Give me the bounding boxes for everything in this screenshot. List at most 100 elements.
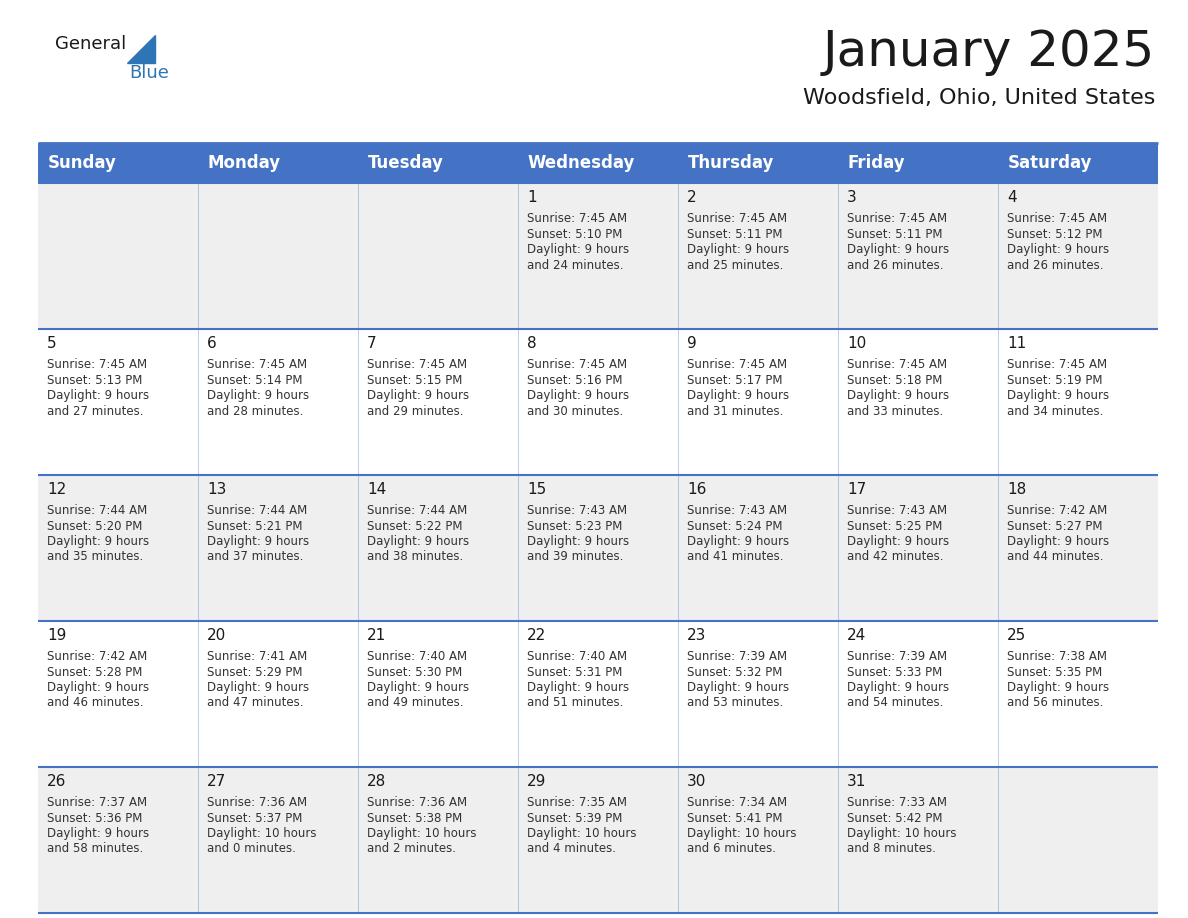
Text: and 58 minutes.: and 58 minutes. bbox=[48, 843, 144, 856]
Text: and 44 minutes.: and 44 minutes. bbox=[1007, 551, 1104, 564]
Text: Wednesday: Wednesday bbox=[527, 154, 636, 172]
Bar bbox=[38, 621, 1158, 767]
Text: and 26 minutes.: and 26 minutes. bbox=[1007, 259, 1104, 272]
Text: Sunset: 5:12 PM: Sunset: 5:12 PM bbox=[1007, 228, 1102, 241]
Text: Daylight: 9 hours: Daylight: 9 hours bbox=[207, 389, 309, 402]
Text: Friday: Friday bbox=[848, 154, 905, 172]
Text: Sunrise: 7:36 AM: Sunrise: 7:36 AM bbox=[367, 796, 467, 809]
Text: Daylight: 9 hours: Daylight: 9 hours bbox=[847, 389, 949, 402]
Text: Daylight: 9 hours: Daylight: 9 hours bbox=[1007, 681, 1110, 694]
Text: and 28 minutes.: and 28 minutes. bbox=[207, 405, 303, 418]
Text: 29: 29 bbox=[527, 774, 546, 789]
Text: Sunset: 5:22 PM: Sunset: 5:22 PM bbox=[367, 520, 462, 532]
Text: 30: 30 bbox=[687, 774, 707, 789]
Text: Saturday: Saturday bbox=[1007, 154, 1093, 172]
Text: and 27 minutes.: and 27 minutes. bbox=[48, 405, 144, 418]
Text: 24: 24 bbox=[847, 628, 866, 643]
Text: Daylight: 9 hours: Daylight: 9 hours bbox=[1007, 535, 1110, 548]
Text: General: General bbox=[55, 35, 126, 53]
Text: Sunset: 5:15 PM: Sunset: 5:15 PM bbox=[367, 374, 462, 386]
Polygon shape bbox=[127, 35, 154, 63]
Text: Sunset: 5:13 PM: Sunset: 5:13 PM bbox=[48, 374, 143, 386]
Text: Sunrise: 7:44 AM: Sunrise: 7:44 AM bbox=[207, 504, 308, 517]
Text: Sunset: 5:42 PM: Sunset: 5:42 PM bbox=[847, 812, 942, 824]
Text: 25: 25 bbox=[1007, 628, 1026, 643]
Text: Sunrise: 7:36 AM: Sunrise: 7:36 AM bbox=[207, 796, 308, 809]
Text: Woodsfield, Ohio, United States: Woodsfield, Ohio, United States bbox=[803, 88, 1155, 108]
Text: Daylight: 9 hours: Daylight: 9 hours bbox=[207, 681, 309, 694]
Text: Sunset: 5:19 PM: Sunset: 5:19 PM bbox=[1007, 374, 1102, 386]
Text: 9: 9 bbox=[687, 336, 696, 351]
Text: and 29 minutes.: and 29 minutes. bbox=[367, 405, 463, 418]
Text: 5: 5 bbox=[48, 336, 57, 351]
Text: 1: 1 bbox=[527, 190, 537, 205]
Text: 11: 11 bbox=[1007, 336, 1026, 351]
Text: Sunset: 5:32 PM: Sunset: 5:32 PM bbox=[687, 666, 783, 678]
Text: Sunset: 5:28 PM: Sunset: 5:28 PM bbox=[48, 666, 143, 678]
Text: Sunset: 5:33 PM: Sunset: 5:33 PM bbox=[847, 666, 942, 678]
Text: 2: 2 bbox=[687, 190, 696, 205]
Text: Sunrise: 7:42 AM: Sunrise: 7:42 AM bbox=[1007, 504, 1107, 517]
Text: and 6 minutes.: and 6 minutes. bbox=[687, 843, 776, 856]
Text: Sunrise: 7:45 AM: Sunrise: 7:45 AM bbox=[367, 358, 467, 371]
Text: and 56 minutes.: and 56 minutes. bbox=[1007, 697, 1104, 710]
Text: Sunrise: 7:45 AM: Sunrise: 7:45 AM bbox=[48, 358, 147, 371]
Text: Daylight: 9 hours: Daylight: 9 hours bbox=[527, 535, 630, 548]
Text: Sunrise: 7:45 AM: Sunrise: 7:45 AM bbox=[847, 212, 947, 225]
Text: Sunrise: 7:35 AM: Sunrise: 7:35 AM bbox=[527, 796, 627, 809]
Text: and 8 minutes.: and 8 minutes. bbox=[847, 843, 936, 856]
Text: Sunset: 5:27 PM: Sunset: 5:27 PM bbox=[1007, 520, 1102, 532]
Text: Sunrise: 7:45 AM: Sunrise: 7:45 AM bbox=[687, 212, 788, 225]
Text: Daylight: 10 hours: Daylight: 10 hours bbox=[687, 827, 796, 840]
Text: Daylight: 9 hours: Daylight: 9 hours bbox=[48, 681, 150, 694]
Text: Sunset: 5:18 PM: Sunset: 5:18 PM bbox=[847, 374, 942, 386]
Text: Sunset: 5:14 PM: Sunset: 5:14 PM bbox=[207, 374, 303, 386]
Text: Thursday: Thursday bbox=[688, 154, 775, 172]
Text: Daylight: 10 hours: Daylight: 10 hours bbox=[847, 827, 956, 840]
Text: 15: 15 bbox=[527, 482, 546, 497]
Text: and 34 minutes.: and 34 minutes. bbox=[1007, 405, 1104, 418]
Text: Daylight: 10 hours: Daylight: 10 hours bbox=[367, 827, 476, 840]
Text: Daylight: 9 hours: Daylight: 9 hours bbox=[207, 535, 309, 548]
Text: and 46 minutes.: and 46 minutes. bbox=[48, 697, 144, 710]
Text: 10: 10 bbox=[847, 336, 866, 351]
Bar bbox=[38, 329, 1158, 475]
Text: and 33 minutes.: and 33 minutes. bbox=[847, 405, 943, 418]
Text: 22: 22 bbox=[527, 628, 546, 643]
Text: Sunset: 5:24 PM: Sunset: 5:24 PM bbox=[687, 520, 783, 532]
Text: and 26 minutes.: and 26 minutes. bbox=[847, 259, 943, 272]
Text: Daylight: 9 hours: Daylight: 9 hours bbox=[847, 243, 949, 256]
Text: Sunrise: 7:40 AM: Sunrise: 7:40 AM bbox=[527, 650, 627, 663]
Text: 14: 14 bbox=[367, 482, 386, 497]
Text: and 53 minutes.: and 53 minutes. bbox=[687, 697, 783, 710]
Text: Sunrise: 7:44 AM: Sunrise: 7:44 AM bbox=[367, 504, 467, 517]
Text: and 54 minutes.: and 54 minutes. bbox=[847, 697, 943, 710]
Text: Daylight: 9 hours: Daylight: 9 hours bbox=[1007, 389, 1110, 402]
Text: Daylight: 9 hours: Daylight: 9 hours bbox=[1007, 243, 1110, 256]
Text: and 31 minutes.: and 31 minutes. bbox=[687, 405, 783, 418]
Text: 13: 13 bbox=[207, 482, 227, 497]
Text: Sunday: Sunday bbox=[48, 154, 116, 172]
Text: Daylight: 9 hours: Daylight: 9 hours bbox=[687, 389, 789, 402]
Text: Sunrise: 7:37 AM: Sunrise: 7:37 AM bbox=[48, 796, 147, 809]
Text: Sunset: 5:17 PM: Sunset: 5:17 PM bbox=[687, 374, 783, 386]
Text: Sunrise: 7:43 AM: Sunrise: 7:43 AM bbox=[527, 504, 627, 517]
Text: 8: 8 bbox=[527, 336, 537, 351]
Text: 6: 6 bbox=[207, 336, 216, 351]
Text: Sunset: 5:16 PM: Sunset: 5:16 PM bbox=[527, 374, 623, 386]
Text: Sunrise: 7:43 AM: Sunrise: 7:43 AM bbox=[847, 504, 947, 517]
Text: 27: 27 bbox=[207, 774, 226, 789]
Text: Sunrise: 7:45 AM: Sunrise: 7:45 AM bbox=[527, 212, 627, 225]
Text: Sunrise: 7:45 AM: Sunrise: 7:45 AM bbox=[847, 358, 947, 371]
Text: Daylight: 9 hours: Daylight: 9 hours bbox=[527, 389, 630, 402]
Text: Sunset: 5:25 PM: Sunset: 5:25 PM bbox=[847, 520, 942, 532]
Text: Daylight: 9 hours: Daylight: 9 hours bbox=[527, 681, 630, 694]
Text: Sunrise: 7:45 AM: Sunrise: 7:45 AM bbox=[1007, 212, 1107, 225]
Text: Daylight: 9 hours: Daylight: 9 hours bbox=[367, 535, 469, 548]
Text: Sunrise: 7:39 AM: Sunrise: 7:39 AM bbox=[687, 650, 788, 663]
Text: and 39 minutes.: and 39 minutes. bbox=[527, 551, 624, 564]
Text: Sunset: 5:29 PM: Sunset: 5:29 PM bbox=[207, 666, 303, 678]
Text: Tuesday: Tuesday bbox=[368, 154, 444, 172]
Text: Daylight: 9 hours: Daylight: 9 hours bbox=[48, 389, 150, 402]
Text: 17: 17 bbox=[847, 482, 866, 497]
